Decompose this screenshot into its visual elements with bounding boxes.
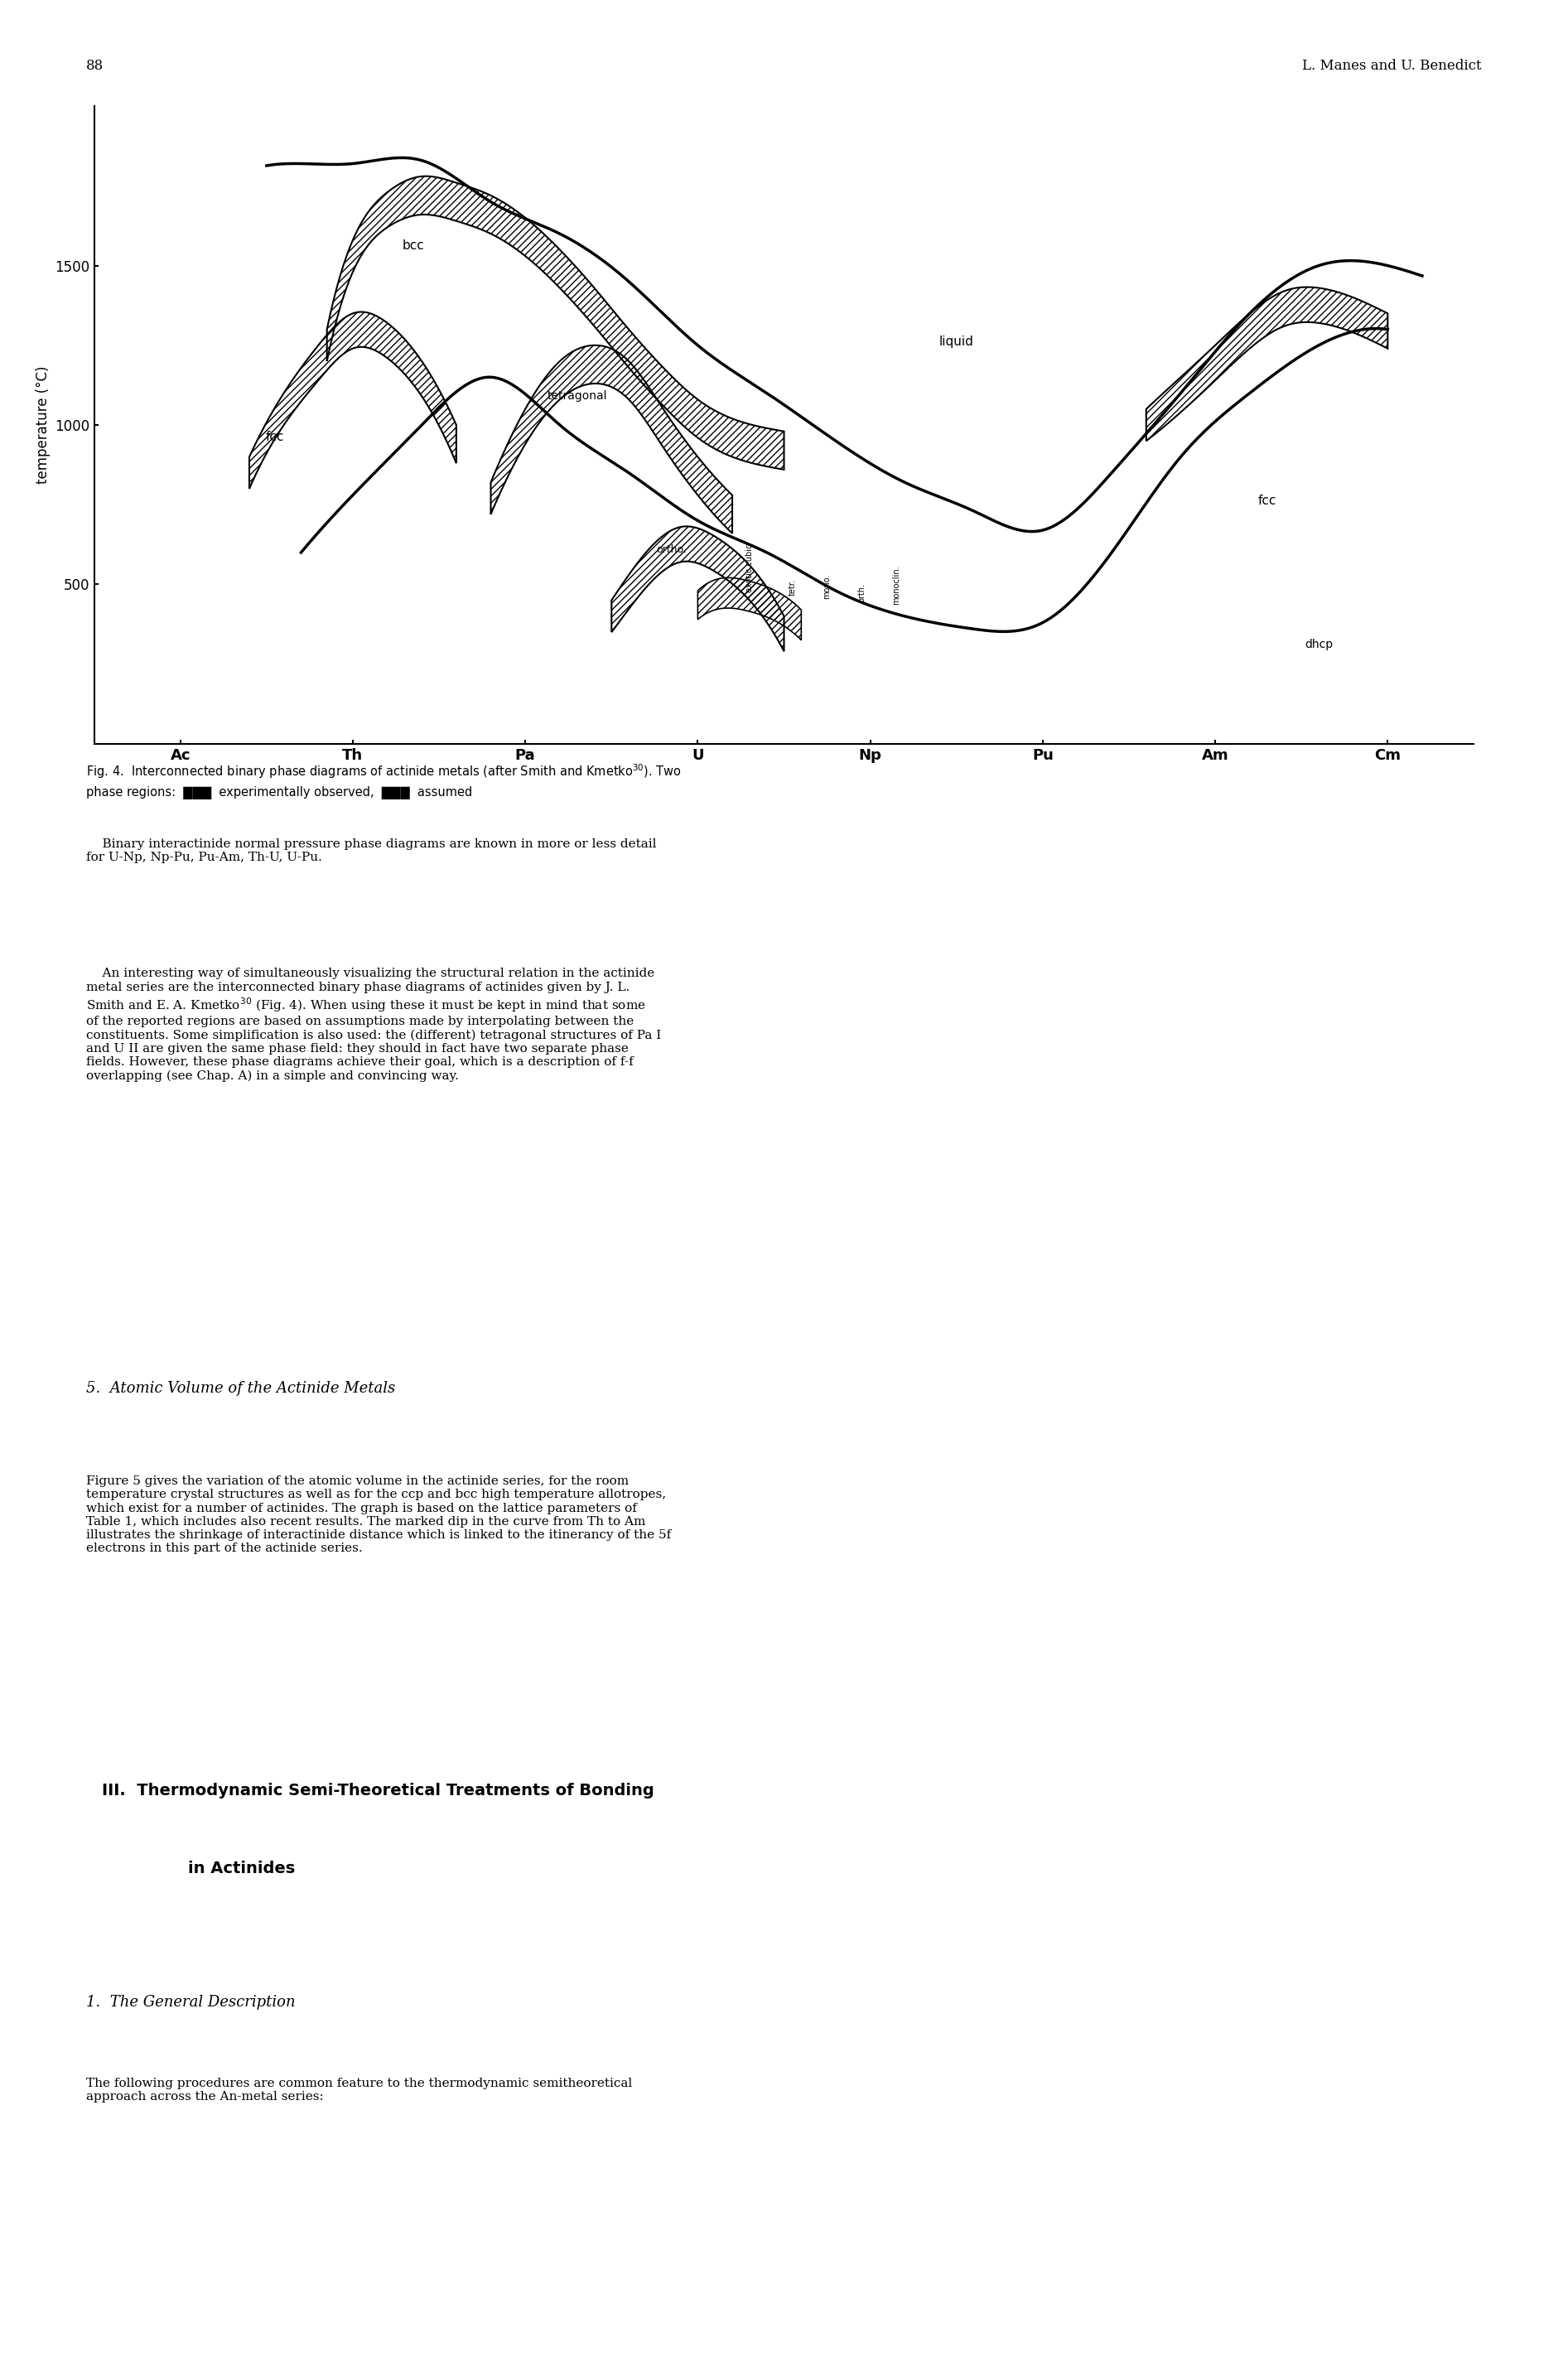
Text: tetragonal: tetragonal	[547, 390, 607, 401]
Text: fcc: fcc	[267, 432, 284, 444]
Text: liquid: liquid	[939, 335, 974, 347]
Text: 1.  The General Description: 1. The General Description	[86, 1995, 295, 2009]
Text: Figure 5 gives the variation of the atomic volume in the actinide series, for th: Figure 5 gives the variation of the atom…	[86, 1476, 671, 1554]
Text: bcc: bcc	[401, 241, 425, 253]
Text: Binary interactinide normal pressure phase diagrams are known in more or less de: Binary interactinide normal pressure pha…	[86, 838, 657, 864]
Text: III.  Thermodynamic Semi-Theoretical Treatments of Bonding: III. Thermodynamic Semi-Theoretical Trea…	[102, 1783, 654, 1799]
Text: orth.: orth.	[858, 583, 866, 602]
Text: The following procedures are common feature to the thermodynamic semitheoretical: The following procedures are common feat…	[86, 2078, 632, 2104]
Text: Fig. 4.  Interconnected binary phase diagrams of actinide metals (after Smith an: Fig. 4. Interconnected binary phase diag…	[86, 763, 682, 781]
Text: exotic cubic: exotic cubic	[745, 543, 754, 593]
Text: fcc: fcc	[1258, 496, 1276, 508]
Y-axis label: temperature (°C): temperature (°C)	[36, 366, 50, 484]
Text: tetr.: tetr.	[789, 578, 797, 595]
Text: phase regions:  ███  experimentally observed,  ███  assumed: phase regions: ███ experimentally observ…	[86, 786, 472, 800]
Text: dhcp: dhcp	[1305, 640, 1333, 652]
Text: ortho.: ortho.	[657, 543, 687, 555]
Text: 5.  Atomic Volume of the Actinide Metals: 5. Atomic Volume of the Actinide Metals	[86, 1381, 395, 1395]
Text: in Actinides: in Actinides	[188, 1860, 295, 1877]
Text: An interesting way of simultaneously visualizing the structural relation in the : An interesting way of simultaneously vis…	[86, 968, 662, 1081]
Text: L. Manes and U. Benedict: L. Manes and U. Benedict	[1303, 59, 1482, 73]
Text: 88: 88	[86, 59, 103, 73]
Text: monoclin.: monoclin.	[892, 567, 900, 604]
Text: mono.: mono.	[823, 574, 831, 600]
